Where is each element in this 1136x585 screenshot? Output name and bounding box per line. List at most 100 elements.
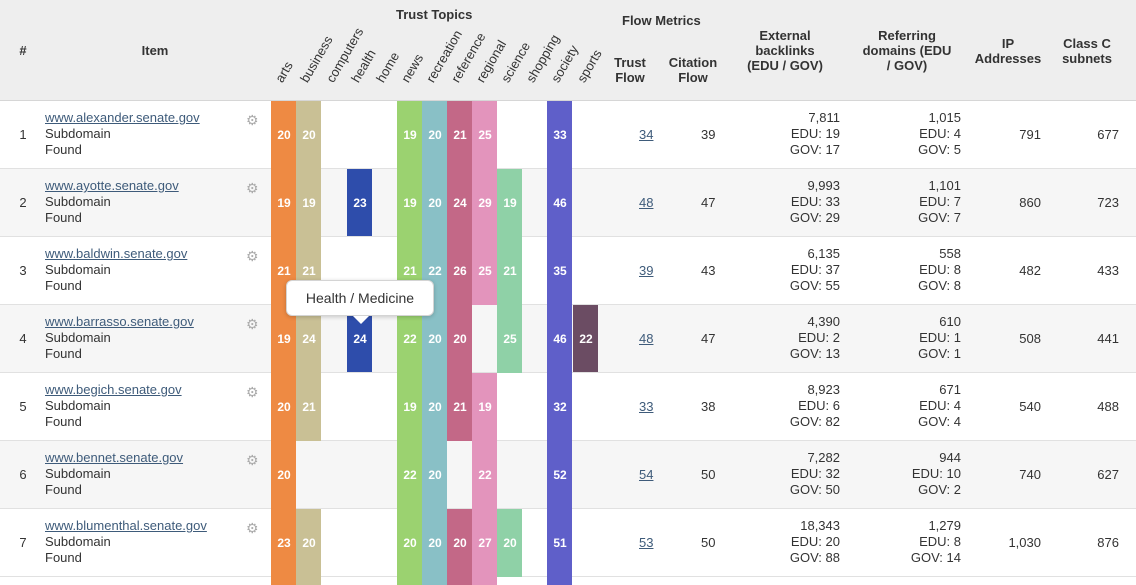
topic-bar-society[interactable]: 52 xyxy=(547,441,572,509)
topic-bar-regional[interactable]: 19 xyxy=(472,373,497,441)
refdomains-total: 1,015 xyxy=(928,110,961,125)
class-c-value: 433 xyxy=(1097,263,1119,278)
topic-value: 24 xyxy=(353,332,367,346)
topic-bar-arts[interactable]: 21 xyxy=(271,237,296,305)
refdomains-gov: GOV: 7 xyxy=(918,210,961,225)
topic-bar-arts[interactable]: 20 xyxy=(271,441,296,509)
topic-bar-business[interactable] xyxy=(296,577,321,585)
header-class-c[interactable]: Class C subnets xyxy=(1062,36,1112,66)
topic-bar-reference[interactable] xyxy=(447,577,472,585)
topic-bar-news[interactable]: 19 xyxy=(397,169,422,237)
topic-bar-recreation[interactable]: 20 xyxy=(422,305,447,373)
trust-flow-link[interactable]: 48 xyxy=(639,195,654,210)
topic-bar-society[interactable]: 46 xyxy=(547,305,572,373)
header-referring-domains[interactable]: Referring domains (EDU / GOV) xyxy=(862,28,952,73)
domain-link[interactable]: www.barrasso.senate.gov xyxy=(45,314,194,329)
topic-bar-news[interactable]: 20 xyxy=(397,509,422,577)
topic-bar-reference[interactable]: 24 xyxy=(447,169,472,237)
gear-icon[interactable]: ⚙ xyxy=(246,384,259,400)
topic-bar-reference[interactable]: 21 xyxy=(447,101,472,169)
row-number: 5 xyxy=(19,399,27,414)
topic-bar-recreation[interactable]: 20 xyxy=(422,441,447,509)
topic-bar-arts[interactable]: 20 xyxy=(271,101,296,169)
trust-flow-link[interactable]: 48 xyxy=(639,331,654,346)
topic-bar-news[interactable] xyxy=(397,577,422,585)
gear-icon[interactable]: ⚙ xyxy=(246,520,259,536)
trust-flow-link[interactable]: 33 xyxy=(639,399,654,414)
topic-bar-recreation[interactable]: 20 xyxy=(422,169,447,237)
topic-bar-recreation[interactable] xyxy=(422,577,447,585)
topic-bar-business[interactable]: 20 xyxy=(296,509,321,577)
trust-flow-link[interactable]: 34 xyxy=(639,127,654,142)
trust-flow-link[interactable]: 39 xyxy=(639,263,654,278)
gear-icon[interactable]: ⚙ xyxy=(246,316,259,332)
topic-bar-health[interactable]: 23 xyxy=(347,169,372,236)
topic-bar-science[interactable]: 20 xyxy=(497,509,522,577)
topic-bar-society[interactable]: 32 xyxy=(547,373,572,441)
topic-bar-reference[interactable]: 20 xyxy=(447,305,472,373)
topic-bar-recreation[interactable]: 20 xyxy=(422,101,447,169)
external-backlinks: 8,923 EDU: 6 GOV: 82 xyxy=(790,382,840,430)
topic-bar-reference[interactable]: 21 xyxy=(447,373,472,441)
topic-bar-arts[interactable]: 19 xyxy=(271,169,296,237)
topic-bar-society[interactable]: 35 xyxy=(547,237,572,305)
header-external-backlinks[interactable]: External backlinks (EDU / GOV) xyxy=(747,28,823,73)
topic-bar-business[interactable]: 21 xyxy=(296,373,321,441)
domain-link[interactable]: www.blumenthal.senate.gov xyxy=(45,518,207,533)
topic-label-arts: arts xyxy=(272,58,296,85)
topic-bar-regional[interactable] xyxy=(472,577,497,585)
topic-bar-news[interactable]: 19 xyxy=(397,101,422,169)
topic-bar-recreation[interactable]: 20 xyxy=(422,373,447,441)
citation-flow-value: 47 xyxy=(701,331,716,346)
topic-bar-regional[interactable]: 27 xyxy=(472,509,497,577)
gear-icon[interactable]: ⚙ xyxy=(246,248,259,264)
domain-link[interactable]: www.bennet.senate.gov xyxy=(45,450,184,465)
domain-type: Subdomain xyxy=(45,534,111,549)
topic-bar-arts[interactable] xyxy=(271,577,296,585)
referring-domains: 1,015 EDU: 4 GOV: 5 xyxy=(918,110,961,158)
domain-link[interactable]: www.begich.senate.gov xyxy=(45,382,182,397)
topic-bar-society[interactable]: 51 xyxy=(547,509,572,577)
header-item[interactable]: Item xyxy=(141,43,169,58)
domain-link[interactable]: www.ayotte.senate.gov xyxy=(45,178,179,193)
topic-bar-arts[interactable]: 19 xyxy=(271,305,296,373)
header-ip-addresses[interactable]: IP Addresses xyxy=(974,36,1042,66)
header-trust-flow[interactable]: Trust Flow xyxy=(614,55,646,85)
gear-icon[interactable]: ⚙ xyxy=(246,112,259,128)
topic-bar-reference[interactable]: 26 xyxy=(447,237,472,305)
tooltip-text: Health / Medicine xyxy=(305,290,415,306)
domain-link[interactable]: www.baldwin.senate.gov xyxy=(45,246,188,261)
topic-bar-regional[interactable]: 25 xyxy=(472,101,497,169)
row-number: 3 xyxy=(19,263,27,278)
topic-bar-science[interactable]: 25 xyxy=(497,305,522,373)
external-backlinks: 9,993 EDU: 33 GOV: 29 xyxy=(790,178,840,226)
trust-flow-link[interactable]: 53 xyxy=(639,535,654,550)
header-citation-flow[interactable]: Citation Flow xyxy=(668,55,718,85)
topic-bar-sports[interactable]: 22 xyxy=(573,305,598,372)
table-row: 7 www.blumenthal.senate.gov Subdomain Found… xyxy=(0,509,1136,577)
domain-link[interactable]: www.alexander.senate.gov xyxy=(45,110,200,125)
topic-bar-recreation[interactable]: 20 xyxy=(422,509,447,577)
topic-bar-society[interactable]: 46 xyxy=(547,169,572,237)
topic-bar-business[interactable]: 24 xyxy=(296,305,321,373)
topic-bar-business[interactable]: 19 xyxy=(296,169,321,237)
topic-bar-regional[interactable]: 25 xyxy=(472,237,497,305)
topic-bar-science[interactable]: 19 xyxy=(497,169,522,237)
topic-bar-arts[interactable]: 20 xyxy=(271,373,296,441)
refdomains-edu: EDU: 1 xyxy=(919,330,961,345)
topic-bar-arts[interactable]: 23 xyxy=(271,509,296,577)
gear-icon[interactable]: ⚙ xyxy=(246,452,259,468)
topic-bar-regional[interactable]: 29 xyxy=(472,169,497,237)
topic-bar-news[interactable]: 22 xyxy=(397,441,422,509)
topic-bar-regional[interactable]: 22 xyxy=(472,441,497,509)
gear-icon[interactable]: ⚙ xyxy=(246,180,259,196)
topic-bar-society[interactable] xyxy=(547,577,572,585)
topic-bar-science[interactable]: 21 xyxy=(497,237,522,305)
topic-bar-news[interactable]: 19 xyxy=(397,373,422,441)
topic-bar-society[interactable]: 33 xyxy=(547,101,572,169)
topic-bar-news[interactable]: 22 xyxy=(397,305,422,373)
topic-bar-reference[interactable]: 20 xyxy=(447,509,472,577)
row-item: www.bennet.senate.gov Subdomain Found xyxy=(45,450,183,498)
topic-bar-business[interactable]: 20 xyxy=(296,101,321,169)
trust-flow-link[interactable]: 54 xyxy=(639,467,654,482)
